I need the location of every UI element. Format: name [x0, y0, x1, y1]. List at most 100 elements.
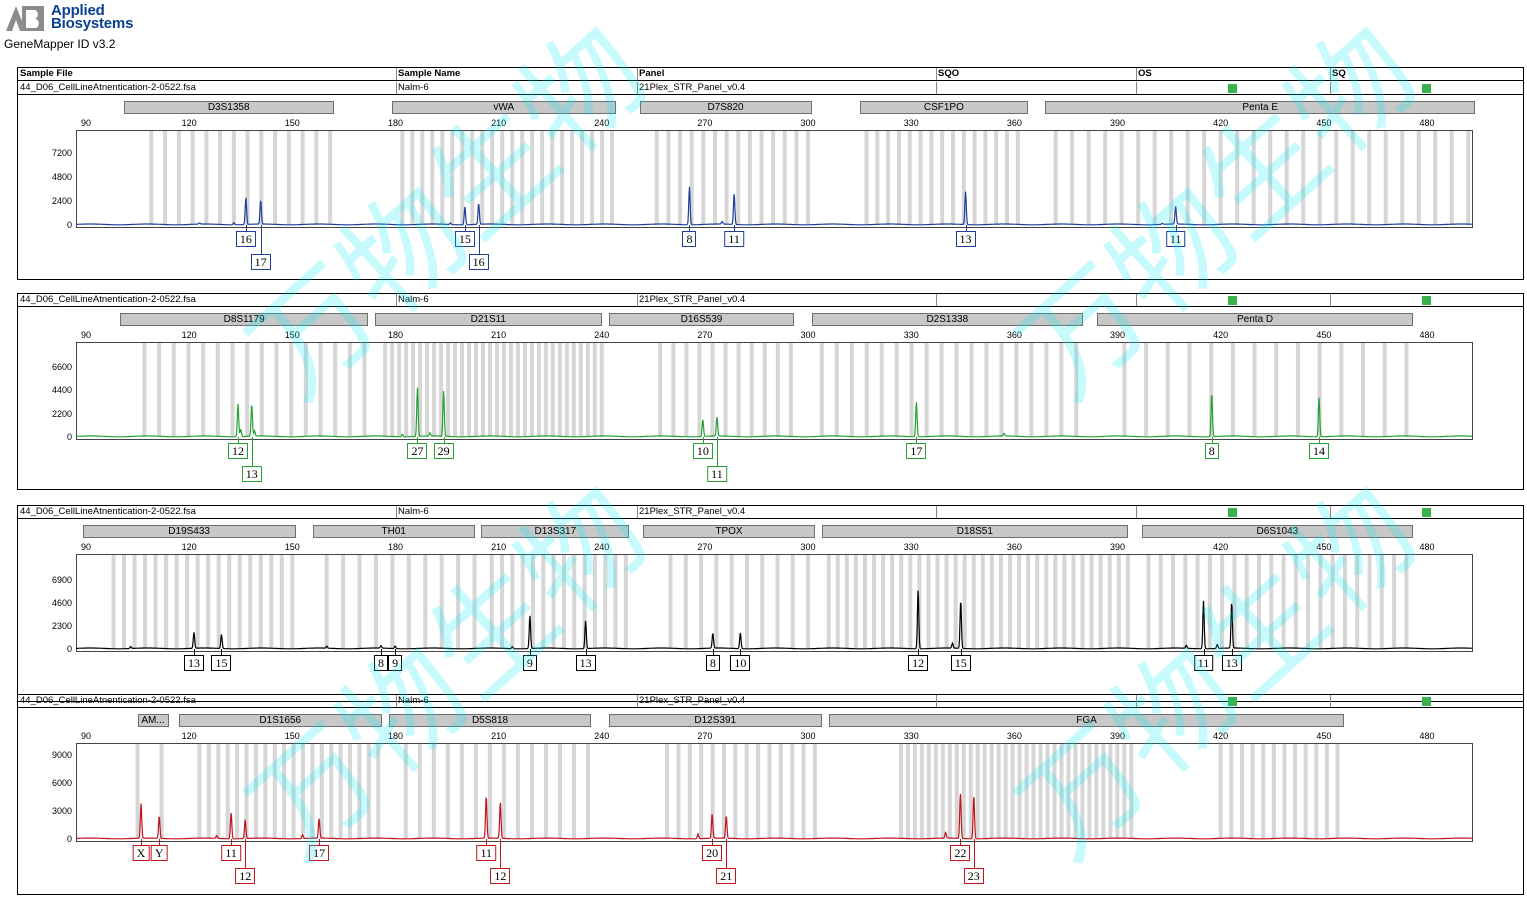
allele-call-label[interactable]: 11	[221, 845, 241, 861]
allele-call-label[interactable]: 15	[211, 655, 232, 671]
allele-call-label[interactable]: 12	[227, 443, 248, 459]
column-header[interactable]: SQO	[938, 68, 960, 79]
allele-call-label[interactable]: 13	[955, 231, 976, 247]
electropherogram-plot[interactable]	[76, 743, 1474, 843]
allele-call-label[interactable]: 15	[950, 655, 971, 671]
allele-call-label[interactable]: 10	[692, 443, 713, 459]
allele-call-label[interactable]: 8	[374, 655, 389, 671]
allele-call-label[interactable]: 22	[950, 845, 971, 861]
allele-call-label[interactable]: 17	[309, 845, 330, 861]
electropherogram-plot[interactable]	[76, 342, 1474, 441]
column-separator	[396, 695, 397, 707]
allele-call-label[interactable]: 12	[908, 655, 929, 671]
allele-call-label[interactable]: 13	[183, 655, 204, 671]
allele-bin	[666, 131, 671, 225]
allele-bin	[782, 131, 787, 225]
allele-bin	[501, 744, 506, 839]
locus-marker[interactable]: FGA	[828, 714, 1345, 727]
locus-marker[interactable]: TH01	[312, 525, 475, 538]
allele-call-label[interactable]: 8	[1204, 443, 1219, 459]
allele-call-label[interactable]: Y	[150, 845, 168, 861]
locus-marker[interactable]: D21S11	[374, 313, 602, 326]
sample-info-row[interactable]: 44_D06_CellLineAtnentication-2-0522.fsa N…	[18, 506, 1523, 519]
allele-call-label[interactable]: 20	[702, 845, 723, 861]
locus-marker[interactable]: CSF1PO	[859, 101, 1029, 114]
allele-call-label[interactable]: 23	[963, 868, 984, 884]
locus-marker[interactable]: D2S1338	[811, 313, 1084, 326]
allele-bin	[520, 131, 525, 225]
allele-bin	[962, 555, 967, 649]
allele-bin	[994, 131, 999, 225]
locus-marker[interactable]: Penta D	[1096, 313, 1414, 326]
allele-call-label[interactable]: 17	[250, 254, 271, 270]
locus-marker[interactable]: D7S820	[639, 101, 812, 114]
allele-bin	[467, 343, 472, 437]
allele-connector	[443, 437, 445, 443]
allele-bin	[762, 343, 767, 437]
column-header[interactable]: Sample File	[20, 68, 73, 79]
locus-marker[interactable]: D12S391	[608, 714, 822, 727]
column-separator	[1136, 506, 1137, 518]
locus-marker[interactable]: D8S1179	[120, 313, 368, 326]
allele-bin	[996, 744, 1001, 839]
allele-call-label[interactable]: 12	[235, 868, 256, 884]
sample-info-row[interactable]: 44_D06_CellLineAtnentication-2-0522.fsa N…	[18, 695, 1523, 708]
allele-call-label[interactable]: 13	[575, 655, 596, 671]
allele-call-label[interactable]: 11	[1165, 231, 1186, 247]
allele-call-label[interactable]: 21	[716, 868, 737, 884]
column-header[interactable]: Panel	[639, 68, 665, 79]
allele-call-label[interactable]: 11	[707, 466, 727, 482]
allele-call-label[interactable]: 11	[1193, 655, 1214, 671]
allele-call-label[interactable]: 29	[433, 443, 454, 459]
allele-call-label[interactable]: 11	[476, 845, 497, 861]
allele-bin	[1383, 131, 1388, 225]
allele-call-label[interactable]: 27	[407, 443, 428, 459]
allele-call-label[interactable]: 10	[730, 655, 751, 671]
electropherogram-plot[interactable]	[76, 130, 1474, 229]
column-header[interactable]: Sample Name	[398, 68, 461, 79]
allele-bin	[1416, 131, 1421, 225]
locus-marker[interactable]: D5S818	[388, 714, 592, 727]
y-tick-label: 3000	[51, 805, 72, 816]
allele-bin	[933, 744, 938, 839]
locus-marker[interactable]: Penta E	[1045, 101, 1476, 114]
allele-bin	[206, 555, 211, 649]
locus-marker[interactable]: D6S1043	[1141, 525, 1414, 538]
x-tick-label: 90	[80, 731, 92, 741]
column-header[interactable]: OS	[1138, 68, 1152, 79]
locus-marker[interactable]: D13S317	[481, 525, 630, 538]
locus-marker[interactable]: D18S51	[821, 525, 1128, 538]
locus-marker[interactable]: AM...	[137, 714, 169, 727]
column-separator	[637, 506, 638, 518]
allele-call-label[interactable]: X	[132, 845, 150, 861]
locus-marker[interactable]: D3S1358	[123, 101, 334, 114]
allele-bin	[1433, 131, 1438, 225]
allele-call-label[interactable]: 9	[388, 655, 403, 671]
allele-call-label[interactable]: 9	[522, 655, 537, 671]
sample-info-row[interactable]: 44_D06_CellLineAtnentication-2-0522.fsa N…	[18, 82, 1523, 95]
allele-call-label[interactable]: 16	[235, 231, 256, 247]
column-header[interactable]: SQ	[1332, 68, 1346, 79]
allele-bin	[453, 343, 458, 437]
allele-call-label[interactable]: 8	[705, 655, 720, 671]
allele-call-label[interactable]: 14	[1309, 443, 1330, 459]
allele-bin	[494, 343, 499, 437]
allele-call-label[interactable]: 11	[724, 231, 744, 247]
allele-call-label[interactable]: 13	[241, 466, 262, 482]
allele-call-label[interactable]: 13	[1221, 655, 1242, 671]
locus-marker[interactable]: D19S433	[82, 525, 296, 538]
locus-marker[interactable]: vWA	[392, 101, 616, 114]
allele-call-label[interactable]: 8	[682, 231, 697, 247]
sample-info-row[interactable]: 44_D06_CellLineAtnentication-2-0522.fsa N…	[18, 294, 1523, 307]
allele-call-label[interactable]: 17	[906, 443, 927, 459]
allele-call-label[interactable]: 12	[490, 868, 511, 884]
allele-bin	[1252, 343, 1257, 437]
allele-bin	[348, 744, 353, 839]
allele-call-label[interactable]: 16	[468, 254, 489, 270]
column-separator	[936, 82, 937, 94]
allele-call-label[interactable]: 15	[454, 231, 475, 247]
locus-marker[interactable]: D1S1656	[178, 714, 382, 727]
locus-marker[interactable]: D16S539	[608, 313, 795, 326]
locus-marker[interactable]: TPOX	[643, 525, 815, 538]
electropherogram-plot[interactable]	[76, 554, 1474, 653]
